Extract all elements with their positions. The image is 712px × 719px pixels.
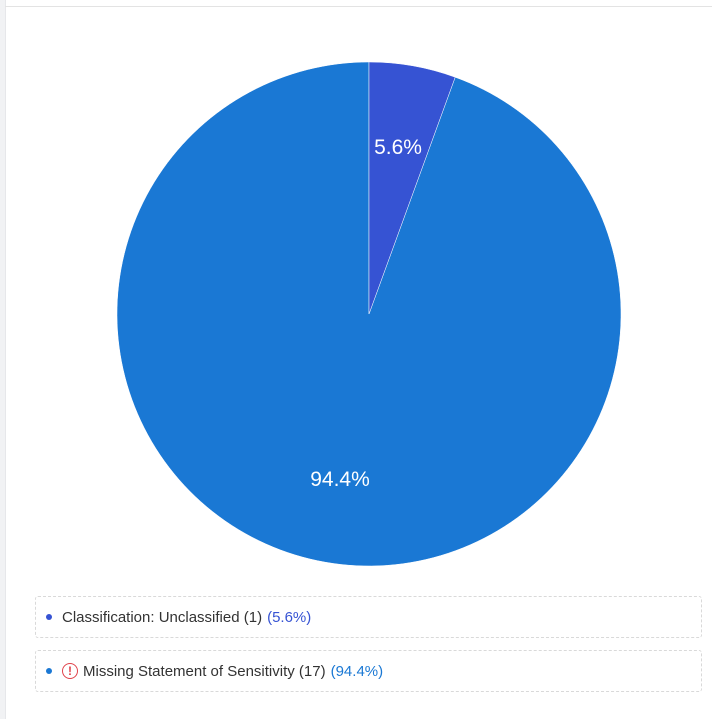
legend-item-unclassified[interactable]: Classification: Unclassified (1) (5.6%) bbox=[35, 596, 702, 638]
legend-percent: (94.4%) bbox=[330, 662, 384, 680]
slice-label-unclassified: 5.6% bbox=[374, 136, 422, 159]
legend-percent: (5.6%) bbox=[267, 608, 312, 626]
legend-item-missing-statement[interactable]: ! Missing Statement of Sensitivity (17) … bbox=[35, 650, 702, 692]
pie-svg bbox=[116, 61, 622, 567]
warning-icon: ! bbox=[62, 663, 78, 679]
slice-label-missing-statement: 94.4% bbox=[310, 468, 370, 491]
pie-slice-unclassified[interactable] bbox=[368, 61, 456, 315]
legend-label: Classification: Unclassified (1) bbox=[62, 608, 263, 626]
legend-label: Missing Statement of Sensitivity (17) bbox=[83, 662, 326, 680]
top-divider bbox=[5, 6, 712, 7]
pie-chart: 5.6% 94.4% bbox=[116, 61, 622, 567]
legend-dot-icon bbox=[46, 668, 52, 674]
left-panel-edge bbox=[0, 0, 6, 719]
legend-dot-icon bbox=[46, 614, 52, 620]
